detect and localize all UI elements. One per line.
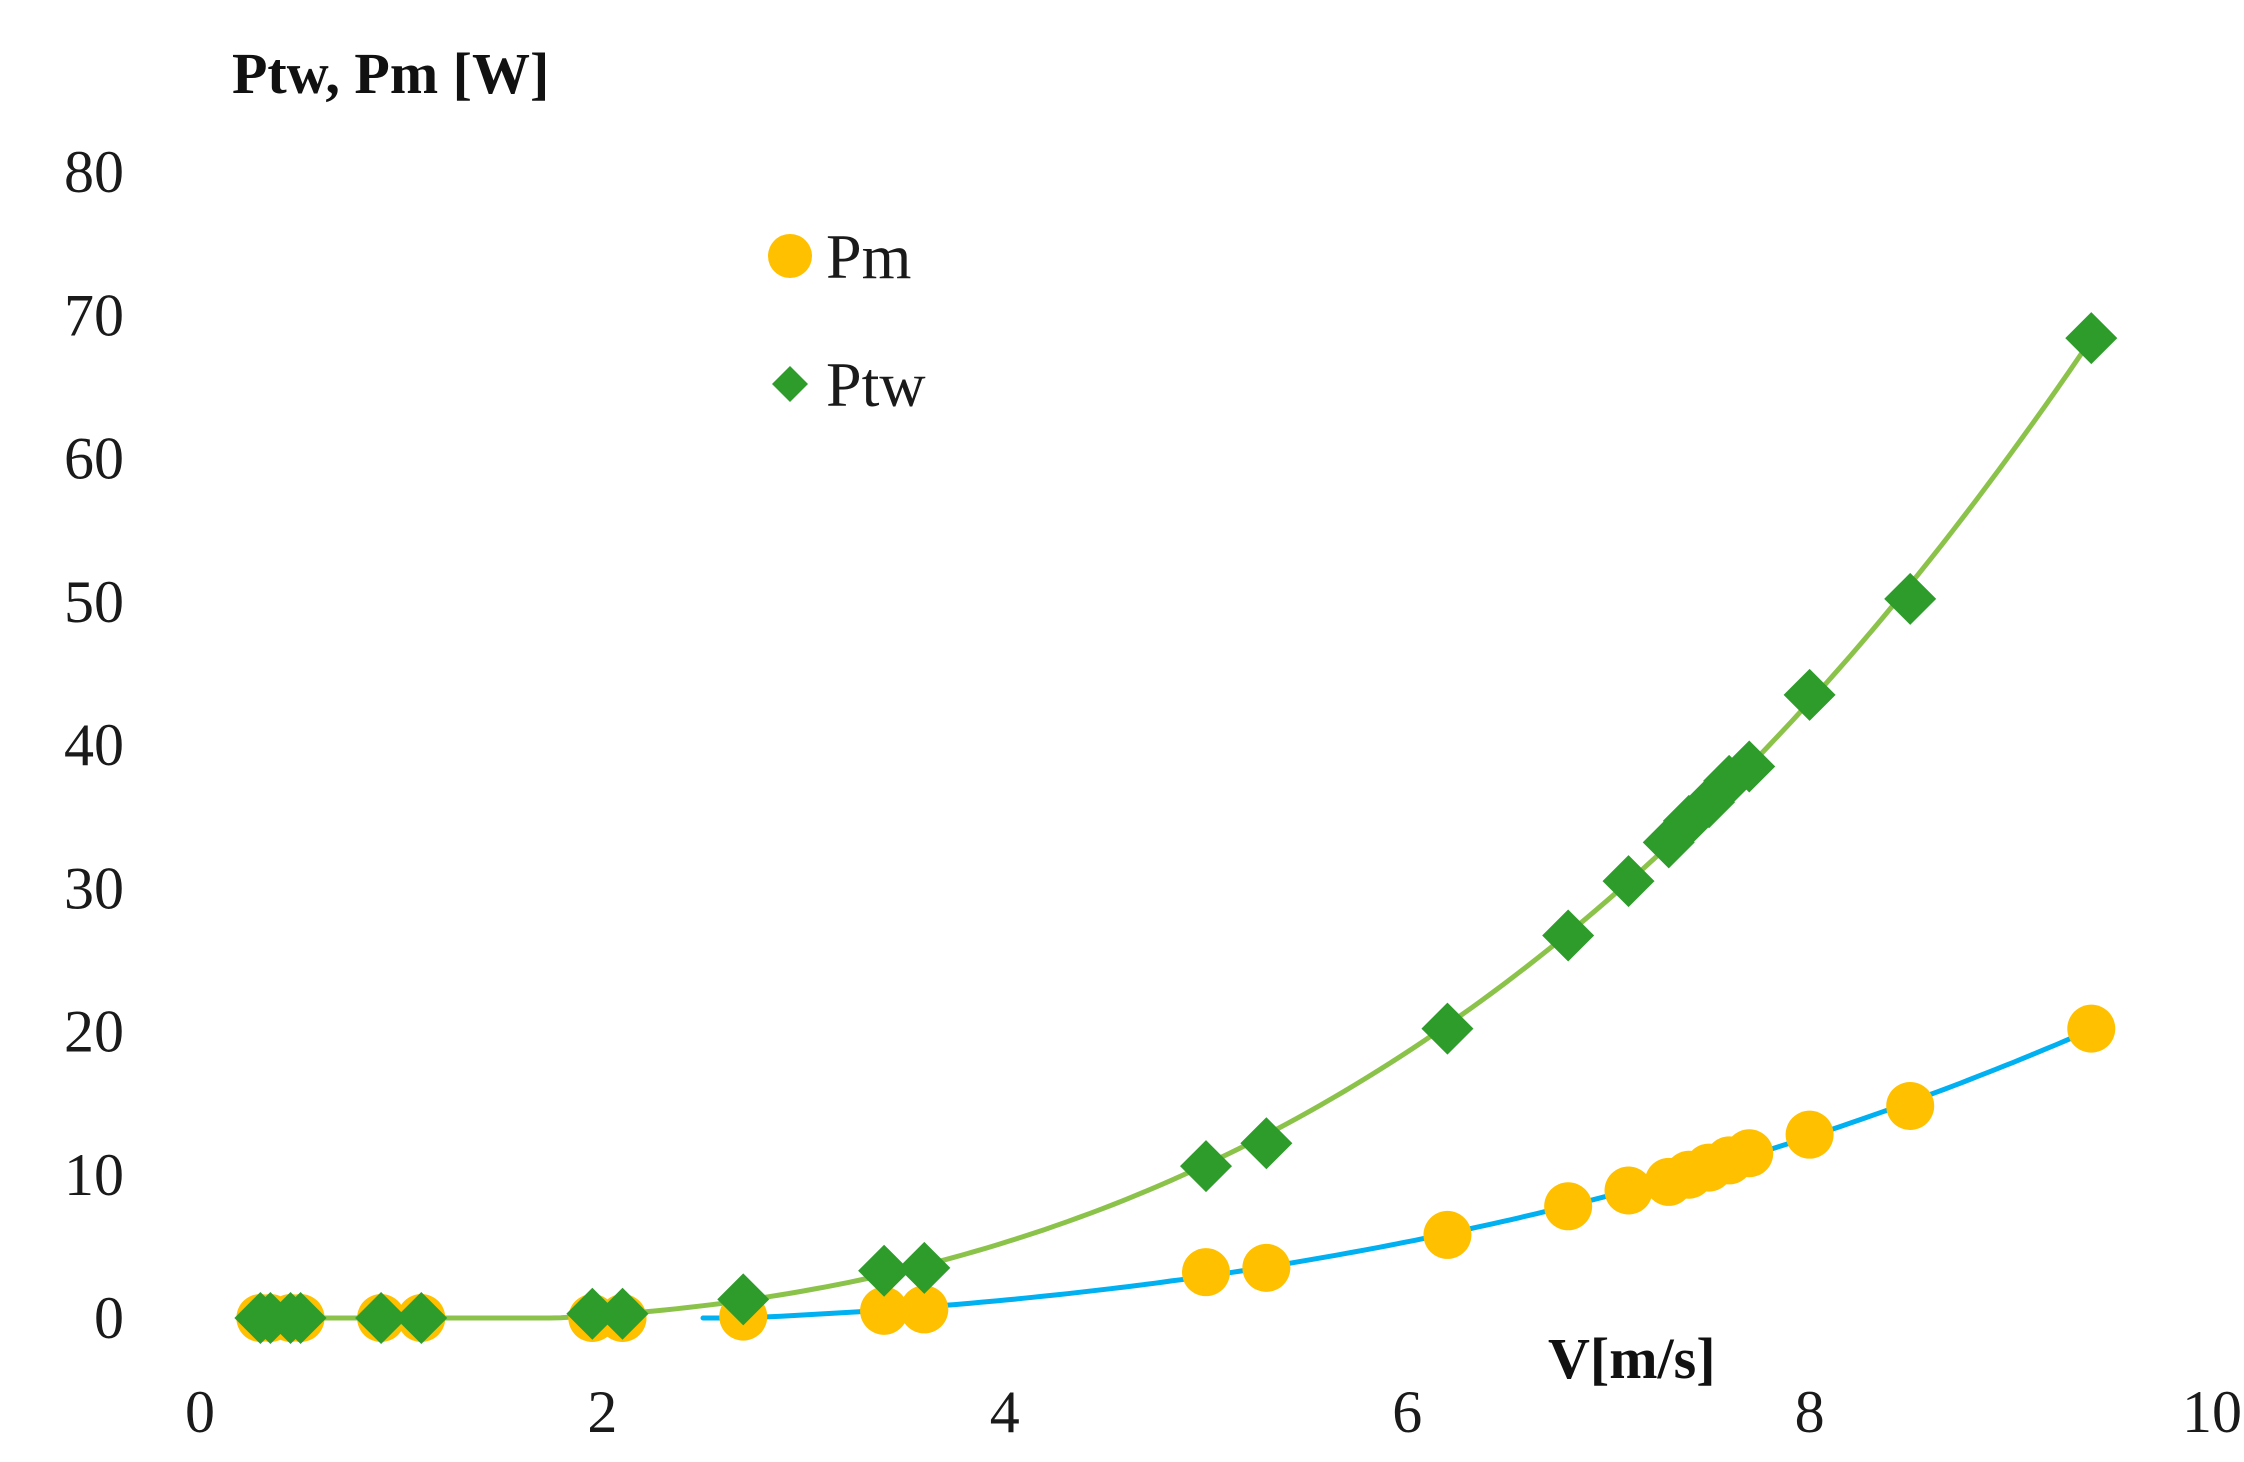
data-point-ptw bbox=[274, 1292, 327, 1344]
y-tick-label: 20 bbox=[64, 999, 124, 1065]
y-tick-label: 80 bbox=[64, 139, 124, 205]
y-tick-label: 40 bbox=[64, 712, 124, 778]
y-tick-label: 70 bbox=[64, 282, 124, 348]
legend-marker-ptw bbox=[772, 366, 808, 402]
data-point-ptw bbox=[1602, 855, 1655, 908]
x-axis-ticks: 0 2 4 6 8 10 bbox=[185, 1379, 2242, 1445]
data-point-ptw bbox=[2065, 312, 2118, 365]
data-point-pm bbox=[1725, 1129, 1774, 1178]
data-point-ptw bbox=[1421, 1002, 1474, 1055]
legend-label-ptw: Ptw bbox=[826, 349, 926, 420]
x-tick-label: 4 bbox=[990, 1379, 1020, 1445]
data-point-pm bbox=[1886, 1081, 1935, 1130]
data-point-ptw bbox=[858, 1244, 911, 1297]
data-point-ptw bbox=[355, 1292, 408, 1344]
legend: Pm Ptw bbox=[768, 221, 926, 420]
legend-marker-pm bbox=[768, 234, 812, 278]
data-markers bbox=[234, 312, 2118, 1344]
data-point-ptw bbox=[1783, 668, 1836, 721]
data-point-ptw bbox=[898, 1241, 951, 1294]
y-axis-ticks: 0 10 20 30 40 50 60 70 80 bbox=[64, 139, 124, 1351]
y-tick-label: 60 bbox=[64, 426, 124, 492]
trend-line-ptw bbox=[247, 336, 2094, 1321]
data-point-pm bbox=[1423, 1210, 1472, 1259]
x-tick-label: 0 bbox=[185, 1379, 215, 1445]
data-point-ptw bbox=[395, 1292, 448, 1344]
data-point-pm bbox=[2067, 1004, 2116, 1053]
x-tick-label: 6 bbox=[1392, 1379, 1422, 1445]
data-point-pm bbox=[900, 1285, 949, 1334]
data-point-pm bbox=[1604, 1166, 1653, 1215]
x-tick-label: 2 bbox=[587, 1379, 617, 1445]
y-axis-title: Ptw, Pm [W] bbox=[232, 41, 549, 106]
x-tick-label: 8 bbox=[1795, 1379, 1825, 1445]
y-tick-label: 0 bbox=[94, 1285, 124, 1351]
data-point-pm bbox=[1242, 1243, 1291, 1292]
data-point-ptw bbox=[1723, 740, 1776, 793]
data-point-ptw bbox=[566, 1287, 619, 1340]
data-point-ptw bbox=[1884, 572, 1937, 625]
data-point-ptw bbox=[1180, 1140, 1232, 1193]
y-tick-label: 50 bbox=[64, 569, 124, 635]
data-point-ptw bbox=[1240, 1117, 1293, 1170]
data-point-ptw bbox=[1542, 909, 1595, 962]
x-axis-title: V[m/s] bbox=[1548, 1326, 1716, 1391]
data-point-pm bbox=[1544, 1182, 1593, 1231]
y-tick-label: 30 bbox=[64, 855, 124, 921]
data-point-pm bbox=[1182, 1248, 1230, 1297]
data-point-pm bbox=[1785, 1110, 1834, 1159]
y-tick-label: 10 bbox=[64, 1142, 124, 1208]
trend-lines bbox=[247, 336, 2094, 1321]
x-tick-label: 10 bbox=[2182, 1379, 2242, 1445]
data-point-ptw bbox=[596, 1287, 649, 1340]
legend-label-pm: Pm bbox=[826, 221, 911, 292]
data-point-ptw bbox=[717, 1273, 770, 1326]
data-point-pm bbox=[860, 1286, 909, 1335]
